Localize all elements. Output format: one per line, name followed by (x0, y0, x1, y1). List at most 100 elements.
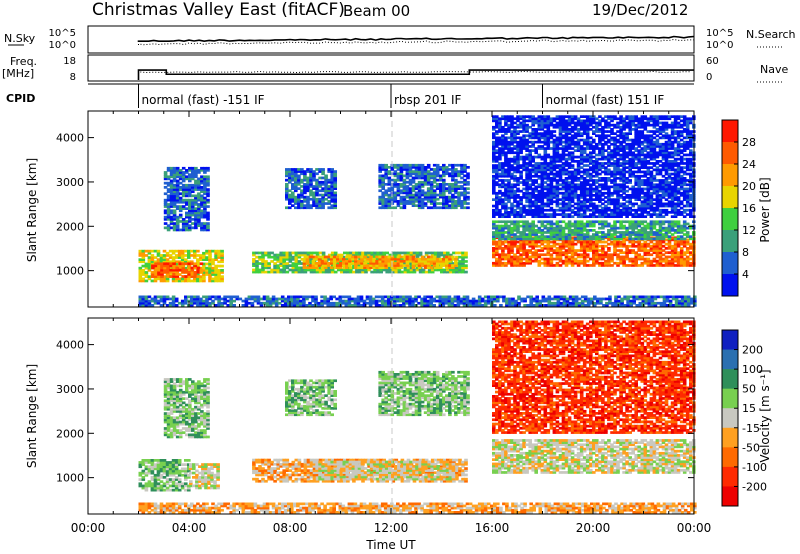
heatmap-cell (423, 176, 428, 180)
heatmap-cell (504, 187, 508, 191)
heatmap-cell (513, 132, 517, 135)
heatmap-cell (516, 189, 520, 193)
heatmap-cell (607, 185, 611, 189)
heatmap-cell (607, 130, 611, 133)
heatmap-cell (592, 162, 596, 165)
heatmap-cell (168, 256, 173, 259)
heatmap-cell (613, 240, 617, 244)
heatmap-cell (373, 270, 377, 274)
heatmap-cell (601, 251, 605, 254)
heatmap-cell (679, 235, 684, 238)
heatmap-cell (525, 251, 529, 254)
heatmap-cell (604, 187, 608, 191)
heatmap-cell (513, 130, 517, 133)
heatmap-cell (172, 166, 177, 170)
heatmap-cell (379, 268, 383, 272)
heatmap-cell (333, 183, 337, 186)
heatmap-cell (543, 142, 548, 146)
heatmap-cell (495, 196, 499, 199)
heatmap-cell (522, 136, 526, 140)
heatmap-cell (163, 211, 168, 215)
heatmap-cell (321, 193, 325, 197)
heatmap-cell (516, 170, 520, 174)
heatmap-cell (336, 257, 340, 261)
heatmap-cell (546, 145, 551, 148)
heatmap-cell (528, 168, 532, 172)
heatmap-cell (343, 268, 347, 272)
heatmap-cell (549, 119, 554, 123)
heatmap-cell (303, 251, 308, 255)
heatmap-cell (561, 153, 566, 157)
heatmap-cell (258, 251, 262, 255)
heatmap-cell (364, 258, 368, 261)
heatmap-cell (570, 194, 575, 197)
heatmap-cell (573, 185, 578, 189)
heatmap-cell (387, 178, 392, 182)
heatmap-cell (531, 155, 535, 159)
heatmap-cell (670, 257, 675, 261)
heatmap-cell (429, 262, 434, 265)
heatmap-cell (352, 266, 356, 270)
heatmap-cell (394, 260, 399, 263)
heatmap-cell (582, 264, 587, 267)
heatmap-cell (589, 121, 593, 125)
heatmap-cell (492, 117, 496, 121)
heatmap-cell (537, 191, 542, 195)
heatmap-cell (613, 237, 617, 241)
heatmap-cell (172, 177, 177, 181)
heatmap-cell (504, 231, 508, 234)
heatmap-cell (540, 191, 545, 195)
heatmap-cell (643, 235, 648, 238)
heatmap-cell (513, 235, 517, 238)
heatmap-cell (510, 204, 514, 208)
heatmap-cell (525, 185, 529, 189)
heatmap-cell (370, 253, 374, 257)
heatmap-cell (303, 204, 307, 207)
heatmap-cell (546, 119, 551, 123)
heatmap-cell (203, 166, 207, 170)
heatmap-cell (570, 166, 575, 169)
heatmap-cell (339, 255, 343, 259)
heatmap-cell (337, 253, 341, 257)
heatmap-cell (528, 174, 532, 178)
heatmap-cell (576, 134, 581, 138)
heatmap-cell (378, 170, 382, 173)
heatmap-cell (592, 255, 596, 259)
heatmap-cell (504, 115, 508, 118)
heatmap-cell (423, 191, 428, 195)
heatmap-cell (616, 242, 620, 246)
heatmap-cell (495, 253, 499, 257)
heatmap-cell (549, 231, 554, 234)
heatmap-cell (166, 262, 170, 266)
heatmap-cell (417, 200, 422, 203)
heatmap-cell (564, 259, 569, 263)
heatmap-cell (162, 275, 167, 278)
heatmap-cell (622, 240, 626, 244)
heatmap-cell (658, 224, 663, 228)
heatmap-cell (194, 207, 198, 210)
heatmap-cell (217, 275, 221, 278)
heatmap-cell (495, 117, 499, 121)
heatmap-cell (309, 262, 314, 265)
heatmap-cell (185, 200, 189, 204)
heatmap-cell (294, 258, 299, 261)
heatmap-cell (442, 187, 446, 190)
heatmap-cell (507, 244, 511, 248)
heatmap-cell (540, 198, 545, 201)
heatmap-cell (504, 151, 508, 155)
heatmap-cell (549, 160, 554, 163)
heatmap-cell (501, 242, 505, 246)
heatmap-cell (601, 220, 605, 224)
heatmap-cell (528, 117, 532, 121)
heatmap-cell (181, 268, 185, 272)
heatmap-cell (396, 262, 401, 265)
heatmap-cell (522, 233, 526, 236)
heatmap-cell (174, 260, 179, 264)
heatmap-cell (640, 244, 645, 248)
heatmap-cell (206, 205, 210, 208)
heatmap-cell (258, 255, 262, 259)
heatmap-cell (576, 253, 581, 257)
heatmap-cell (393, 185, 398, 188)
heatmap-cell (255, 264, 259, 267)
heatmap-cell (579, 185, 584, 189)
